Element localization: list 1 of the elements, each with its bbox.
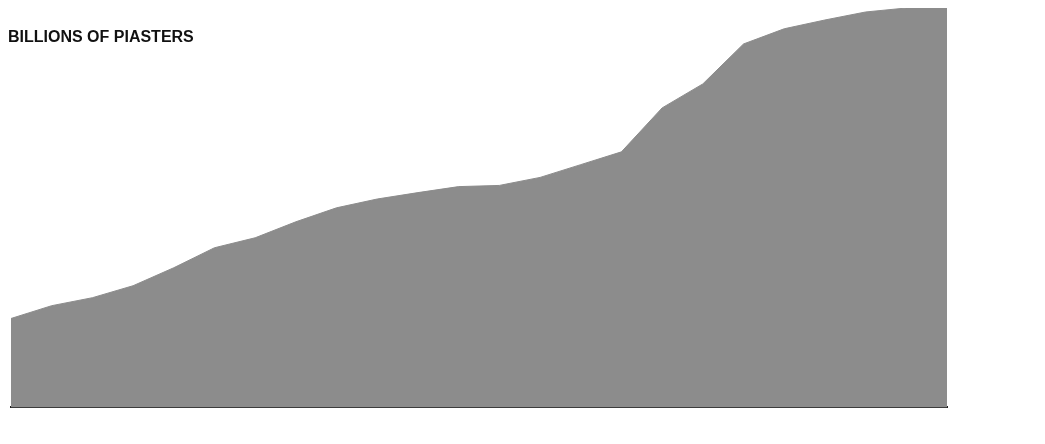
text: BILLIONS OF PIASTERS <box>8 28 195 46</box>
